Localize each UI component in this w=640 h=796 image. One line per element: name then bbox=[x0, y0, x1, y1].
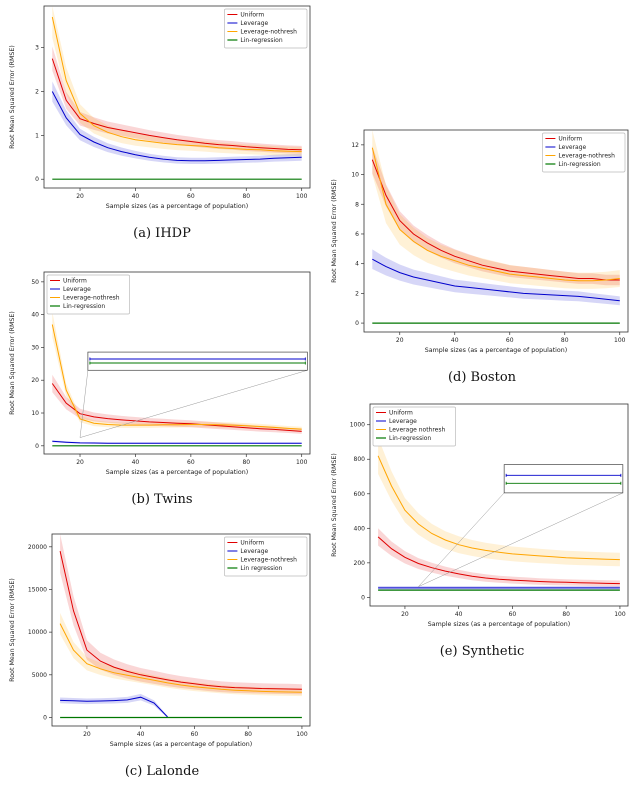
svg-text:20: 20 bbox=[31, 377, 39, 384]
svg-text:400: 400 bbox=[354, 525, 366, 532]
svg-text:Lin-regression: Lin-regression bbox=[558, 161, 600, 168]
svg-text:10: 10 bbox=[351, 172, 359, 179]
svg-text:80: 80 bbox=[561, 337, 569, 344]
svg-text:80: 80 bbox=[242, 193, 250, 200]
svg-text:10: 10 bbox=[31, 410, 39, 417]
svg-text:2: 2 bbox=[35, 89, 39, 96]
svg-text:Root Mean Squared Error (RMSE): Root Mean Squared Error (RMSE) bbox=[9, 578, 16, 682]
svg-text:Lin-regression: Lin-regression bbox=[240, 37, 282, 44]
chart-twins: 20 40 60 80 100 0 10 20 30 40 50 Sample sizes (as a… bbox=[9, 271, 311, 476]
chart-boston: 20 40 60 80 100 0 2 4 6 8 10 12 Sample sizes (as a p… bbox=[331, 129, 629, 354]
svg-text:Leverage: Leverage bbox=[240, 548, 268, 555]
chart-ihdp: 20 40 60 80 100 0 1 2 3 Sample sizes (as a percen… bbox=[9, 5, 311, 210]
svg-text:3: 3 bbox=[35, 45, 39, 52]
svg-text:20: 20 bbox=[76, 459, 84, 466]
svg-text:Uniform: Uniform bbox=[389, 410, 413, 417]
svg-text:600: 600 bbox=[354, 491, 366, 498]
svg-text:6: 6 bbox=[355, 231, 359, 238]
figure-lalonde: 20 40 60 80 100 0 5000 10000 15000 20000 Sample si… bbox=[6, 530, 318, 779]
svg-text:0: 0 bbox=[355, 320, 359, 327]
figure-twins: 20 40 60 80 100 0 10 20 30 40 50 Sample sizes (as a… bbox=[6, 268, 318, 507]
chart-lalonde: 20 40 60 80 100 0 5000 10000 15000 20000 Sample si… bbox=[9, 533, 311, 748]
svg-text:Leverage nothresh: Leverage nothresh bbox=[389, 427, 446, 434]
figure-boston: 20 40 60 80 100 0 2 4 6 8 10 12 Sample sizes (as a p… bbox=[328, 126, 636, 385]
svg-text:60: 60 bbox=[509, 611, 517, 618]
svg-text:Uniform: Uniform bbox=[63, 278, 87, 285]
svg-text:100: 100 bbox=[614, 337, 626, 344]
svg-text:1: 1 bbox=[35, 132, 39, 139]
svg-text:5000: 5000 bbox=[32, 672, 47, 679]
caption-twins: (b) Twins bbox=[131, 492, 193, 507]
svg-text:10000: 10000 bbox=[28, 629, 47, 636]
svg-text:40: 40 bbox=[455, 611, 463, 618]
svg-text:Uniform: Uniform bbox=[558, 136, 582, 143]
svg-text:80: 80 bbox=[242, 459, 250, 466]
svg-text:800: 800 bbox=[354, 456, 366, 463]
svg-text:Lin regression: Lin regression bbox=[240, 565, 282, 572]
svg-text:Leverage: Leverage bbox=[558, 144, 586, 151]
svg-text:Root Mean Squared Error (RMSE): Root Mean Squared Error (RMSE) bbox=[9, 311, 16, 415]
svg-text:40: 40 bbox=[31, 312, 39, 319]
svg-text:100: 100 bbox=[296, 459, 308, 466]
caption-lalonde: (c) Lalonde bbox=[124, 764, 200, 779]
svg-text:Lin-regression: Lin-regression bbox=[63, 303, 105, 310]
svg-text:Uniform: Uniform bbox=[240, 12, 264, 19]
svg-text:Sample sizes (as a percentage: Sample sizes (as a percentage of populat… bbox=[428, 621, 570, 628]
svg-text:60: 60 bbox=[187, 459, 195, 466]
svg-text:20000: 20000 bbox=[28, 544, 47, 551]
svg-text:40: 40 bbox=[137, 731, 145, 738]
svg-text:4: 4 bbox=[355, 261, 359, 268]
svg-text:80: 80 bbox=[562, 611, 570, 618]
svg-text:8: 8 bbox=[355, 201, 359, 208]
figure-synthetic: 20 40 60 80 100 0 200 400 600 800 1000 Sample sizes… bbox=[328, 400, 636, 659]
svg-text:0: 0 bbox=[35, 176, 39, 183]
svg-text:12: 12 bbox=[351, 142, 359, 149]
svg-text:100: 100 bbox=[296, 731, 308, 738]
svg-text:Leverage-nothresh: Leverage-nothresh bbox=[63, 295, 120, 302]
svg-text:40: 40 bbox=[132, 193, 140, 200]
figure-ihdp: 20 40 60 80 100 0 1 2 3 Sample sizes (as a percen… bbox=[6, 2, 318, 241]
svg-text:50: 50 bbox=[31, 279, 39, 286]
caption-boston: (d) Boston bbox=[447, 370, 517, 385]
svg-text:0: 0 bbox=[43, 714, 47, 721]
svg-text:Leverage: Leverage bbox=[389, 418, 417, 425]
svg-text:20: 20 bbox=[401, 611, 409, 618]
svg-text:Sample sizes (as a percentage: Sample sizes (as a percentage of populat… bbox=[425, 347, 567, 354]
svg-text:20: 20 bbox=[83, 731, 91, 738]
svg-text:Leverage-nothresh: Leverage-nothresh bbox=[240, 29, 297, 36]
svg-text:2: 2 bbox=[355, 290, 359, 297]
svg-text:Lin-regression: Lin-regression bbox=[389, 435, 431, 442]
svg-text:60: 60 bbox=[187, 193, 195, 200]
svg-text:Root Mean Squared Error (RMSE): Root Mean Squared Error (RMSE) bbox=[331, 453, 338, 557]
svg-text:Leverage: Leverage bbox=[63, 286, 91, 293]
svg-text:20: 20 bbox=[76, 193, 84, 200]
svg-text:30: 30 bbox=[31, 344, 39, 351]
svg-text:Root Mean Squared Error (RMSE): Root Mean Squared Error (RMSE) bbox=[331, 179, 338, 283]
svg-text:80: 80 bbox=[244, 731, 252, 738]
svg-text:15000: 15000 bbox=[28, 586, 47, 593]
svg-text:200: 200 bbox=[354, 560, 366, 567]
svg-text:Sample sizes (as a percentage: Sample sizes (as a percentage of populat… bbox=[106, 469, 248, 476]
svg-text:20: 20 bbox=[396, 337, 404, 344]
svg-text:Leverage: Leverage bbox=[240, 20, 268, 27]
svg-text:60: 60 bbox=[191, 731, 199, 738]
svg-text:0: 0 bbox=[35, 443, 39, 450]
svg-text:Leverage-nothresh: Leverage-nothresh bbox=[558, 153, 615, 160]
svg-text:40: 40 bbox=[132, 459, 140, 466]
svg-text:1000: 1000 bbox=[350, 422, 365, 429]
caption-synthetic: (e) Synthetic bbox=[439, 644, 525, 659]
svg-text:Root Mean Squared Error (RMSE): Root Mean Squared Error (RMSE) bbox=[9, 45, 16, 149]
svg-text:Leverage-nothresh: Leverage-nothresh bbox=[240, 557, 297, 564]
caption-ihdp: (a) IHDP bbox=[133, 226, 191, 241]
svg-text:100: 100 bbox=[296, 193, 308, 200]
svg-text:Uniform: Uniform bbox=[240, 540, 264, 547]
svg-text:Sample sizes (as a percentage: Sample sizes (as a percentage of populat… bbox=[106, 203, 248, 210]
svg-text:100: 100 bbox=[614, 611, 626, 618]
svg-text:60: 60 bbox=[506, 337, 514, 344]
svg-text:Sample sizes (as a percentage: Sample sizes (as a percentage of populat… bbox=[110, 741, 252, 748]
svg-text:40: 40 bbox=[451, 337, 459, 344]
svg-text:0: 0 bbox=[361, 594, 365, 601]
